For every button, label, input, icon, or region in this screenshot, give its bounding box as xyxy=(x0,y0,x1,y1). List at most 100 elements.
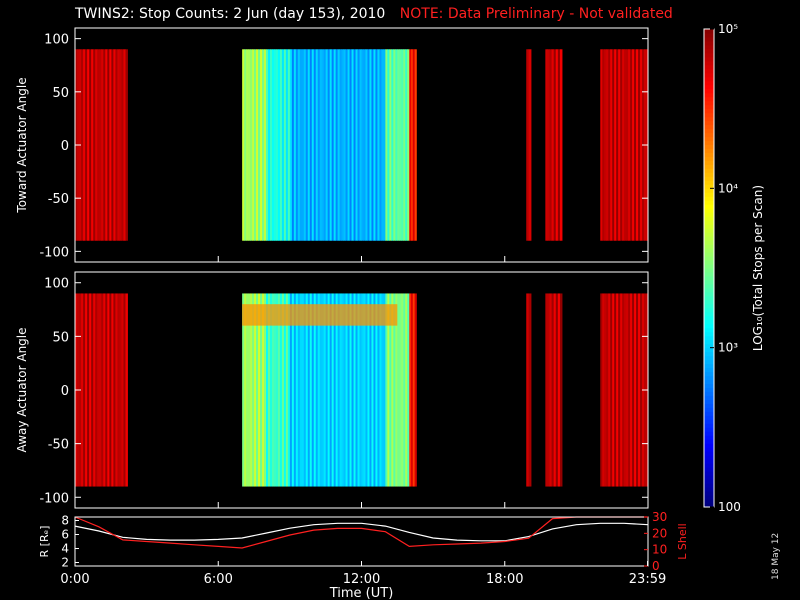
away-panel-cell xyxy=(349,293,352,487)
away-panel-cell xyxy=(287,293,291,487)
toward-panel-cell xyxy=(101,49,104,241)
colorbar-cell xyxy=(704,379,714,385)
away-panel-cell xyxy=(97,293,100,487)
colorbar-cell xyxy=(704,76,714,82)
away-panel-cell xyxy=(528,293,532,487)
colorbar-cell xyxy=(704,268,714,273)
colorbar-cell xyxy=(704,495,714,500)
x-axis-label: Time (UT) xyxy=(329,586,394,600)
away-panel-cell xyxy=(107,293,110,487)
colorbar-cell xyxy=(704,236,714,241)
colorbar-cell xyxy=(704,463,714,468)
colorbar-cell xyxy=(704,200,714,205)
toward-panel-cell xyxy=(123,49,126,241)
toward-panel-cell xyxy=(618,49,621,241)
colorbar-cell xyxy=(704,216,714,221)
colorbar-cell xyxy=(704,256,714,261)
away-panel-cell xyxy=(117,293,120,487)
colorbar-cell xyxy=(704,264,714,269)
colorbar-cell xyxy=(704,60,714,66)
colorbar-cell xyxy=(704,196,714,201)
away-panel-cell xyxy=(250,293,253,487)
toward-panel-cell xyxy=(612,49,615,241)
away-panel-cell xyxy=(262,293,265,487)
colorbar-cell xyxy=(704,443,714,448)
away-panel-cell xyxy=(411,293,414,487)
away-panel-cell xyxy=(267,293,271,487)
toward-panel-cell xyxy=(244,49,247,241)
away-panel-ylabel: Away Actuator Angle xyxy=(15,327,29,452)
colorbar-cell xyxy=(704,339,714,345)
away-panel-cell xyxy=(616,293,619,487)
toward-panel-cell xyxy=(399,49,402,241)
away-panel-cell xyxy=(638,293,641,487)
colorbar-cell xyxy=(704,88,714,94)
away-panel-cell xyxy=(636,293,639,487)
colorbar-cell xyxy=(704,168,714,173)
away-panel-cell xyxy=(264,293,267,487)
orbit-left-tick-label: 2 xyxy=(61,556,69,570)
toward-panel-ytick-label: 50 xyxy=(52,86,69,101)
away-panel-cell xyxy=(401,293,404,487)
toward-panel-cell xyxy=(363,49,366,241)
r-series-line xyxy=(74,522,649,542)
away-panel-cell xyxy=(547,293,550,487)
away-panel-cell xyxy=(91,293,94,487)
toward-panel-cell xyxy=(553,49,557,241)
toward-panel-cell xyxy=(395,49,398,241)
away-panel-cell xyxy=(393,293,396,487)
toward-panel-cell xyxy=(351,49,354,241)
colorbar-cell xyxy=(704,96,714,102)
away-panel-cell xyxy=(405,293,408,487)
toward-panel-cell xyxy=(357,49,360,241)
toward-panel-cell xyxy=(242,49,245,241)
away-panel-cell xyxy=(303,293,307,487)
colorbar-cell xyxy=(704,375,714,381)
away-panel-cell xyxy=(626,293,629,487)
away-panel-cell xyxy=(600,293,603,487)
toward-panel-cell xyxy=(109,49,112,241)
toward-panel-cell xyxy=(81,49,84,241)
away-panel-cell xyxy=(115,293,118,487)
colorbar-cell xyxy=(704,487,714,492)
toward-panel-cell xyxy=(313,49,317,241)
toward-panel-cell xyxy=(303,49,307,241)
colorbar-cell xyxy=(704,124,714,130)
away-panel-cell xyxy=(99,293,102,487)
toward-panel-cell xyxy=(361,49,364,241)
away-panel-ytick-label: 50 xyxy=(52,330,69,345)
toward-panel-cell xyxy=(260,49,263,241)
away-panel-ytick-label: 100 xyxy=(44,277,69,292)
colorbar-cell xyxy=(704,120,714,126)
colorbar-cell xyxy=(704,136,714,142)
toward-panel-cell xyxy=(339,49,342,241)
colorbar-cell xyxy=(704,108,714,114)
colorbar-cell xyxy=(704,287,714,293)
away-panel-cell xyxy=(335,293,339,487)
away-panel-cell xyxy=(279,293,283,487)
toward-panel-cell xyxy=(614,49,617,241)
colorbar-cell xyxy=(704,455,714,460)
colorbar-tick-label: 10⁵ xyxy=(718,22,738,36)
away-panel-cell xyxy=(395,293,398,487)
colorbar-cell xyxy=(704,44,714,50)
colorbar-cell xyxy=(704,319,714,325)
toward-panel-cell xyxy=(279,49,283,241)
toward-panel-cell xyxy=(379,49,382,241)
colorbar-cell xyxy=(704,395,714,400)
toward-panel-cell xyxy=(121,49,124,241)
toward-panel-cell xyxy=(373,49,376,241)
away-panel-cell xyxy=(323,293,327,487)
away-panel-cell xyxy=(297,293,301,487)
colorbar-cell xyxy=(704,56,714,62)
away-panel-cell xyxy=(281,293,285,487)
colorbar-cell xyxy=(704,343,714,349)
away-panel-cell xyxy=(246,293,249,487)
colorbar-cell xyxy=(704,224,714,229)
away-panel-cell xyxy=(369,293,372,487)
toward-panel-cell xyxy=(375,49,378,241)
toward-panel-cell xyxy=(315,49,319,241)
toward-panel-cell xyxy=(281,49,285,241)
toward-panel-cell xyxy=(355,49,358,241)
toward-panel-cell xyxy=(267,49,271,241)
